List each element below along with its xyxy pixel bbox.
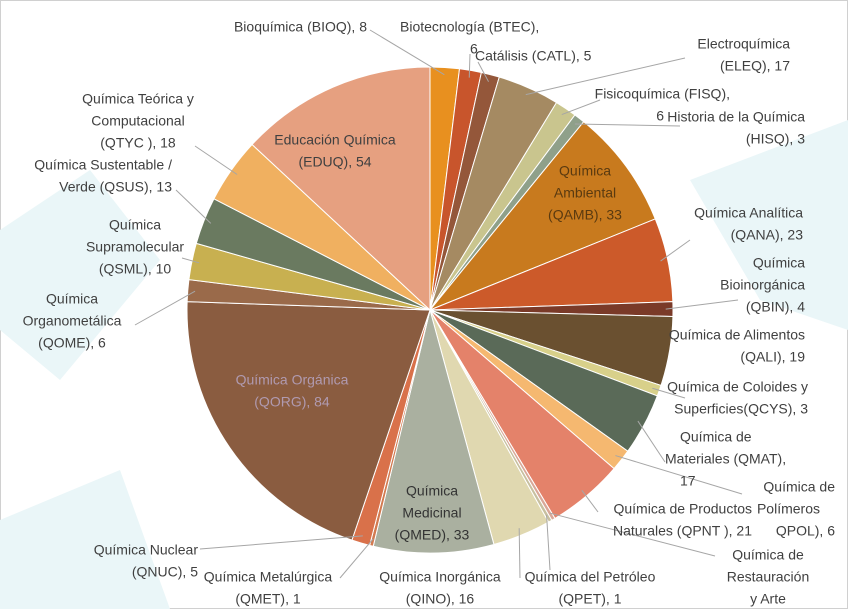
data-label: y Arte [750,591,786,607]
data-label: Electroquímica [697,36,790,52]
data-label: (QBIN), 4 [746,299,805,315]
leader-line [339,538,374,579]
data-label: Química Orgánica [236,372,349,388]
leader-line [546,514,551,571]
data-label: Química [559,163,611,179]
data-label: 6 [656,108,664,124]
pie [186,66,674,554]
data-label: Restauración [727,569,810,585]
data-label: (QOME), 6 [38,335,106,351]
data-label: Química de Coloides y [667,379,808,395]
data-label: Química [753,255,805,271]
leader-line [615,455,743,495]
leader-lines [134,29,743,579]
data-label: (QPET), 1 [558,591,621,607]
data-label: Materiales (QMAT), [665,451,786,467]
data-label: Química de Alimentos [669,327,805,343]
data-label: (QMED), 33 [395,527,470,543]
data-label: Química Metalúrgica [204,569,333,585]
data-label: Supramolecular [86,239,184,255]
data-label: Química Nuclear [94,542,199,558]
data-label: (QAMB), 33 [548,207,622,223]
data-label: (QANA), 23 [731,227,804,243]
data-label: (QORG), 84 [254,394,330,410]
data-label: Química Analítica [694,205,803,221]
data-label: Catálisis (CATL), 5 [475,48,592,64]
data-label: Química [46,291,98,307]
data-label: QPOL), 6 [776,523,835,539]
leader-line [468,53,471,78]
data-label: Ambiental [554,185,616,201]
data-label: (QSML), 10 [99,261,172,277]
data-label: Química de [763,479,835,495]
data-label: Química del Petróleo [525,569,656,585]
background-shape [690,120,848,330]
data-label: Educación Química [274,132,396,148]
leader-line [194,145,238,175]
leader-line [665,299,739,310]
data-label: (QINO), 16 [406,591,475,607]
data-label: Química Sustentable / [34,157,172,173]
data-label: Verde (QSUS), 13 [59,179,172,195]
leader-line [561,99,601,116]
data-label: Química de Productos [613,501,752,517]
pie-slice [186,301,431,541]
leader-line [581,490,599,513]
leader-line [477,61,489,82]
data-label: Organometálica [23,313,122,329]
data-label: (QMET), 1 [235,591,301,607]
leader-line [175,189,212,224]
leader-line [134,290,196,326]
data-label: Química [109,217,161,233]
leader-line [199,535,363,550]
data-label: Historia de la Química [667,109,805,125]
data-label: Química de [732,547,804,563]
data-label: (QNUC), 5 [132,564,198,580]
background-shape [0,170,160,380]
data-label: Polímeros [757,501,820,517]
pie-slice [372,309,495,554]
data-label: Superficies(QCYS), 3 [674,401,808,417]
data-label: 6 [470,41,478,57]
leader-line [574,123,681,127]
data-labels: Bioquímica (BIOQ), 8 Biotecnología (BTEC)… [23,19,836,607]
leader-line [652,387,686,399]
leader-line [518,528,521,579]
data-label: (QTYC ), 18 [100,135,176,151]
data-label: Fisicoquímica (FISQ), [595,86,730,102]
data-label: (QALI), 19 [740,349,805,365]
data-label: Naturales (QPNT ), 21 [613,523,752,539]
leader-line [181,257,200,264]
leader-line [369,29,445,76]
data-label: Química [406,483,458,499]
data-label: Biotecnología (BTEC), [400,19,539,35]
data-label: Química Teórica y [82,91,194,107]
data-label: (ELEQ), 17 [720,58,790,74]
data-label: Bioquímica (BIOQ), 8 [234,19,367,35]
pie-slice [251,66,431,312]
leader-line [549,512,716,557]
background-shape [0,470,170,609]
leader-line [637,420,666,463]
data-label: Química de [680,429,752,445]
data-label: Computacional [91,113,184,129]
data-label: Medicinal [402,505,461,521]
data-label: Química Inorgánica [379,569,501,585]
leader-line [525,57,686,96]
data-label: Bioinorgánica [720,277,805,293]
data-label: (HISQ), 3 [746,131,805,147]
data-label: (EDUQ), 54 [298,154,371,170]
data-label: 17 [680,473,696,489]
leader-line [660,239,691,262]
